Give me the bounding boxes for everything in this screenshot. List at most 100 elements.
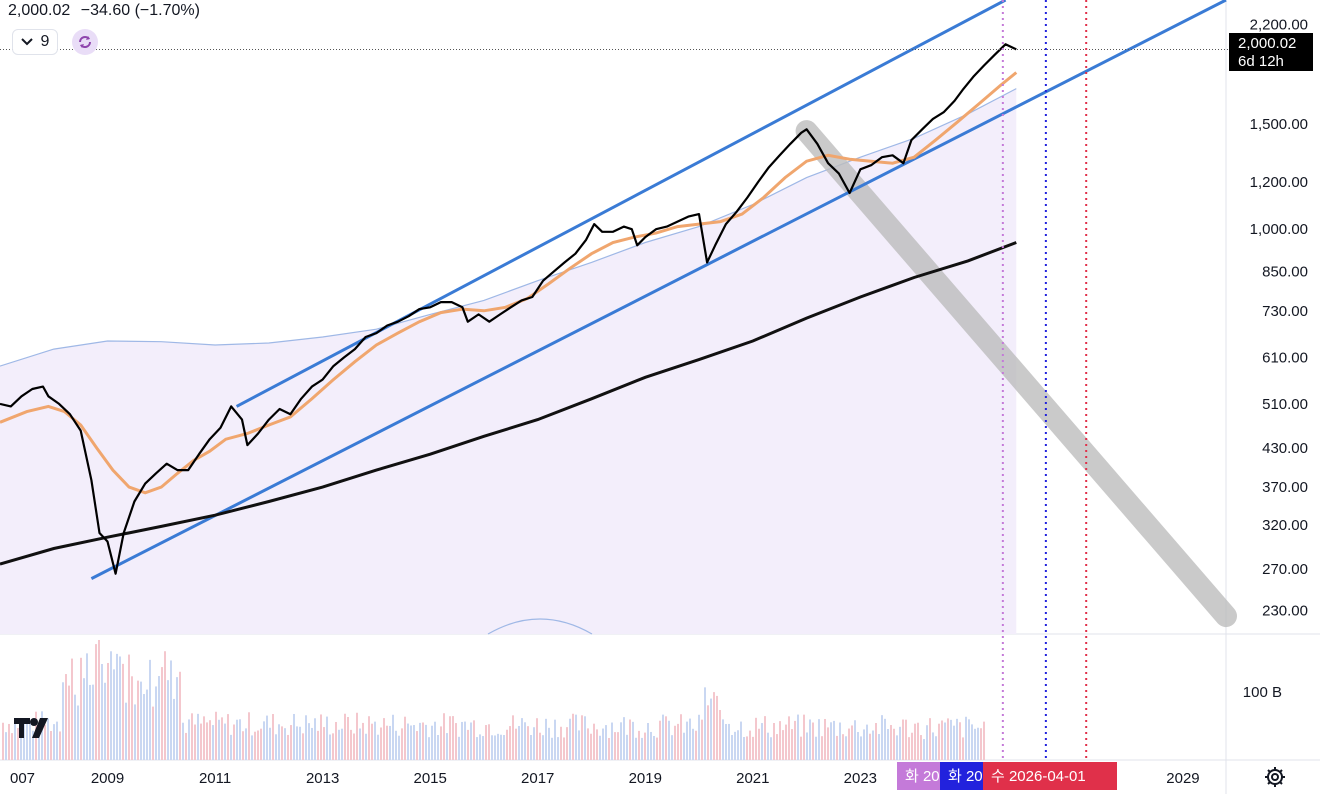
- interval-value: 9: [40, 33, 50, 50]
- volume-bar: [914, 723, 916, 760]
- volume-bar: [314, 718, 316, 760]
- volume-bar: [278, 724, 280, 760]
- volume-bar: [563, 737, 565, 760]
- y-tick-label: 510.00: [1262, 396, 1308, 413]
- header: 2,000.02 −34.60 (−1.70%): [8, 2, 206, 20]
- volume-bar: [449, 716, 451, 760]
- volume-bar: [557, 737, 559, 760]
- volume-bar: [176, 677, 178, 760]
- x-tick-label: 2011: [199, 770, 231, 787]
- volume-bar: [236, 719, 238, 760]
- interval-button[interactable]: 9: [12, 29, 58, 55]
- volume-bar: [92, 684, 94, 760]
- volume-bar: [665, 716, 667, 760]
- volume-bar: [839, 722, 841, 760]
- volume-bar: [683, 732, 685, 760]
- volume-bar: [851, 725, 853, 760]
- volume-bar: [260, 728, 262, 760]
- volume-bar: [416, 731, 418, 760]
- refresh-button[interactable]: [72, 29, 98, 55]
- volume-bar: [623, 717, 625, 760]
- volume-bar: [80, 657, 82, 760]
- volume-bar: [464, 721, 466, 760]
- volume-bar: [920, 735, 922, 760]
- header-price: 2,000.02: [8, 2, 71, 19]
- y-tick-label: 230.00: [1262, 602, 1308, 619]
- volume-bar: [353, 733, 355, 760]
- volume-bar: [737, 730, 739, 760]
- volume-bar: [740, 721, 742, 760]
- volume-bar: [704, 687, 706, 760]
- volume-bar: [437, 735, 439, 760]
- volume-bar: [566, 727, 568, 760]
- x-tick-label: 2029: [1166, 770, 1199, 787]
- red-date-label: 수 2026-04-01: [991, 768, 1086, 785]
- volume-bar: [941, 720, 943, 760]
- volume-bar: [536, 718, 538, 760]
- volume-bar: [707, 705, 709, 760]
- gear-icon[interactable]: [1263, 765, 1287, 789]
- volume-bar: [110, 651, 112, 760]
- x-tick-label: 2023: [844, 770, 877, 787]
- volume-bar: [194, 724, 196, 760]
- volume-bar: [14, 720, 16, 760]
- volume-bar: [959, 722, 961, 760]
- volume-bar: [146, 689, 148, 760]
- volume-bar: [473, 720, 475, 760]
- volume-bar: [947, 718, 949, 760]
- volume-bar: [233, 724, 235, 760]
- volume-bar: [170, 660, 172, 760]
- x-tick-label: 2019: [629, 770, 662, 787]
- volume-bar: [485, 725, 487, 760]
- volume-bar: [17, 727, 19, 760]
- tradingview-logo[interactable]: [12, 716, 52, 742]
- volume-bar: [608, 737, 610, 760]
- volume-bar: [281, 726, 283, 760]
- long-ma-line: [0, 241, 1017, 566]
- volume-axis-label: 100 B: [1243, 684, 1282, 701]
- volume-bar: [41, 711, 43, 760]
- volume-bar: [983, 721, 985, 760]
- purple-date-label: 화 20: [905, 768, 940, 785]
- volume-bar: [104, 682, 106, 760]
- volume-bar: [842, 734, 844, 760]
- volume-bar: [377, 734, 379, 760]
- volume-bar: [248, 712, 250, 760]
- volume-bar: [251, 735, 253, 760]
- x-tick-label: 007: [10, 770, 35, 787]
- volume-bar: [62, 682, 64, 760]
- volume-bar: [974, 728, 976, 760]
- volume-bar: [89, 684, 91, 760]
- volume-bar: [782, 730, 784, 760]
- volume-bar: [386, 725, 388, 760]
- volume-bar: [650, 731, 652, 760]
- volume-bar: [461, 721, 463, 760]
- volume-bar: [491, 735, 493, 760]
- last-price-tag: 2,000.02 6d 12h: [1229, 33, 1313, 71]
- volume-bar: [539, 732, 541, 760]
- volume-bar: [422, 722, 424, 760]
- volume-bar: [908, 737, 910, 760]
- volume-bar: [554, 719, 556, 760]
- volume-bar: [614, 732, 616, 760]
- volume-bar: [287, 734, 289, 760]
- y-tick-label: 1,200.00: [1250, 174, 1308, 191]
- volume-bar: [77, 705, 79, 760]
- volume-bar: [221, 717, 223, 760]
- volume-bar: [896, 735, 898, 760]
- volume-bar: [26, 718, 28, 760]
- volume-bar: [710, 698, 712, 760]
- y-tick-label: 850.00: [1262, 263, 1308, 280]
- volume-bar: [836, 735, 838, 760]
- y-tick-label: 320.00: [1262, 517, 1308, 534]
- volume-bar: [392, 714, 394, 760]
- volume-bar: [521, 718, 523, 760]
- volume-bar: [452, 716, 454, 760]
- volume-bar: [116, 653, 118, 760]
- volume-bar: [854, 720, 856, 760]
- volume-bar: [149, 659, 151, 760]
- volume-bar: [701, 719, 703, 760]
- volume-bar: [977, 727, 979, 760]
- volume-bar: [893, 728, 895, 760]
